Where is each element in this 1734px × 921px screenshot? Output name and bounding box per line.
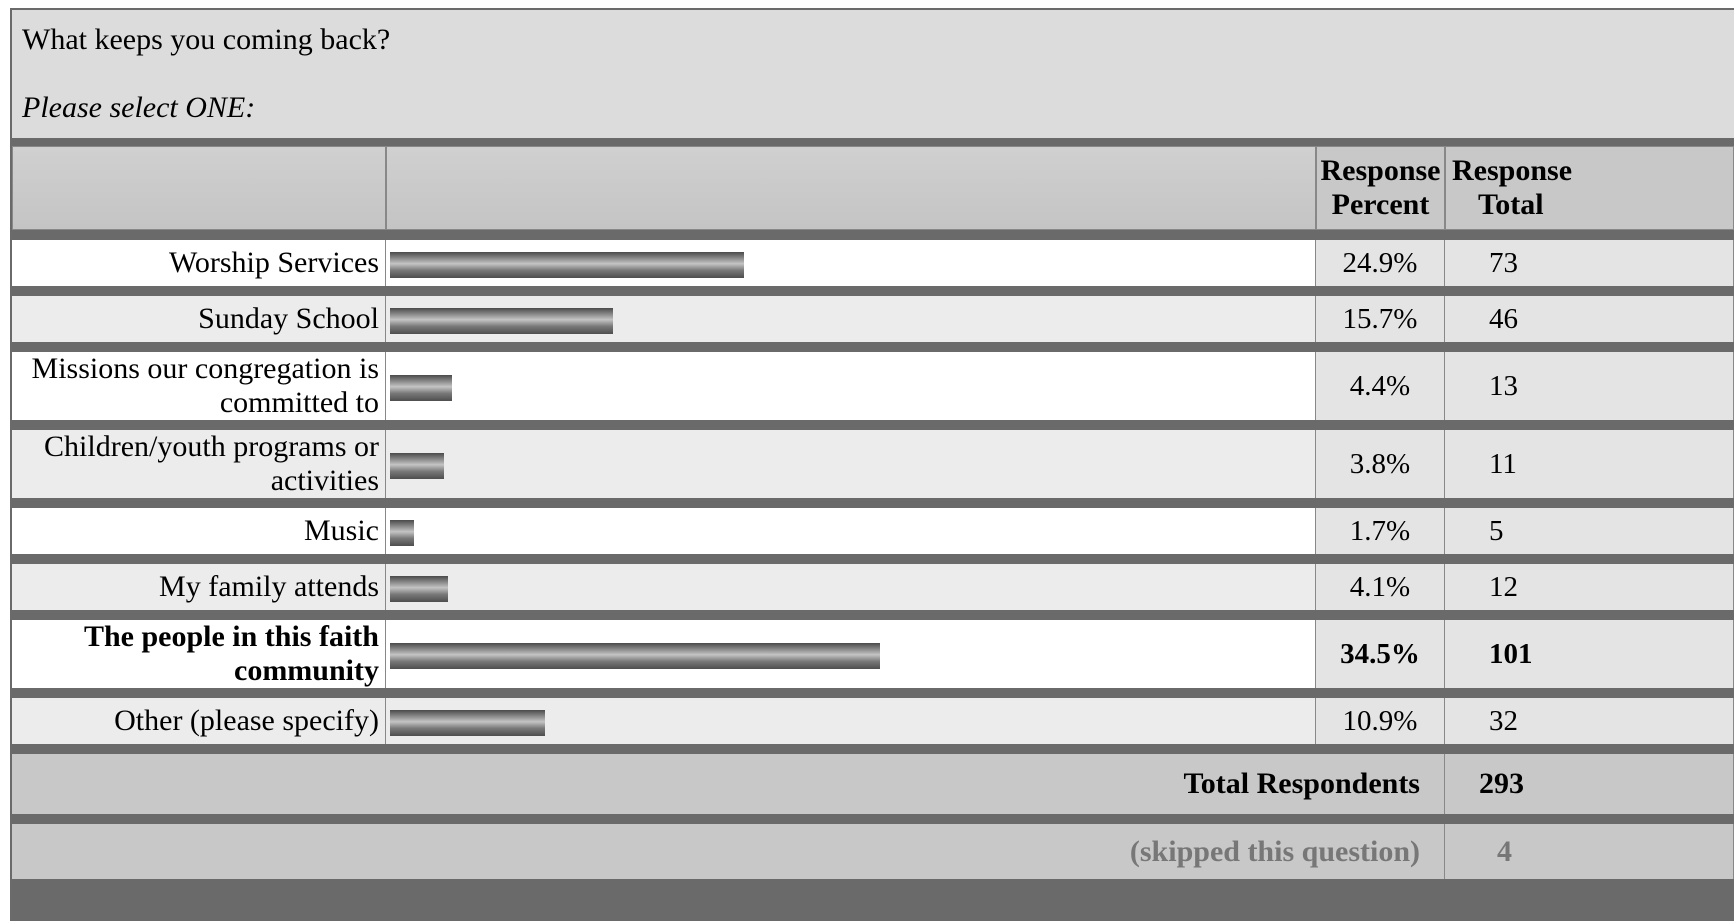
question-block: What keeps you coming back? Please selec… (12, 10, 1734, 138)
response-bar (390, 308, 613, 334)
row-separator-cell (12, 554, 1734, 564)
result-row: Sunday School 15.7% 46 (12, 296, 1734, 342)
bar-cell (386, 620, 1316, 688)
survey-result-panel: What keeps you coming back? Please selec… (10, 8, 1734, 921)
response-bar (390, 710, 545, 736)
bar-cell (386, 508, 1316, 554)
row-separator-cell (12, 286, 1734, 296)
row-separator-cell (12, 230, 1734, 240)
header-total-line2: Total (1478, 188, 1544, 221)
row-separator-cell (12, 498, 1734, 508)
total-respondents-row: Total Respondents 293 (12, 754, 1734, 814)
skipped-value: 4 (1445, 824, 1734, 879)
response-bar (390, 252, 744, 278)
header-percent-line1: Response (1320, 154, 1441, 187)
row-separator-cell (12, 420, 1734, 430)
row-separator (12, 286, 1734, 296)
category-label: Other (please specify) (12, 698, 386, 744)
header-row: Response Percent Response Total (12, 146, 1734, 230)
response-percent: 34.5% (1316, 620, 1445, 688)
result-row: Worship Services 24.9% 73 (12, 240, 1734, 286)
response-bar (390, 375, 452, 401)
category-label: Worship Services (12, 240, 386, 286)
row-separator-cell (12, 744, 1734, 754)
header-response-percent: Response Percent (1316, 146, 1445, 230)
row-separator (12, 230, 1734, 240)
category-label: Children/youth programs or activities (12, 430, 386, 498)
header-blank-bar (386, 146, 1316, 230)
row-separator-cell (12, 688, 1734, 698)
response-total: 11 (1445, 430, 1734, 498)
header-response-total: Response Total (1445, 146, 1734, 230)
response-bar (390, 453, 444, 479)
response-percent: 1.7% (1316, 508, 1445, 554)
response-percent: 15.7% (1316, 296, 1445, 342)
response-bar (390, 520, 414, 546)
bar-cell (386, 698, 1316, 744)
row-separator-cell (12, 610, 1734, 620)
category-label: The people in this faith community (12, 620, 386, 688)
category-label: Music (12, 508, 386, 554)
row-separator (12, 420, 1734, 430)
result-row: The people in this faith community 34.5% 1… (12, 620, 1734, 688)
result-row: Music 1.7% 5 (12, 508, 1734, 554)
bar-cell (386, 296, 1316, 342)
skipped-label: (skipped this question) (12, 824, 1445, 879)
result-row: Missions our congregation is committed t… (12, 352, 1734, 420)
response-percent: 4.4% (1316, 352, 1445, 420)
results-table: Response Percent Response Total Worship … (12, 146, 1734, 879)
response-total: 5 (1445, 508, 1734, 554)
response-bar (390, 576, 448, 602)
category-label: Missions our congregation is committed t… (12, 352, 386, 420)
response-total: 32 (1445, 698, 1734, 744)
response-total: 101 (1445, 620, 1734, 688)
category-label: My family attends (12, 564, 386, 610)
response-percent: 10.9% (1316, 698, 1445, 744)
response-total: 13 (1445, 352, 1734, 420)
result-row: My family attends 4.1% 12 (12, 564, 1734, 610)
header-blank-label (12, 146, 386, 230)
bar-cell (386, 352, 1316, 420)
skipped-row: (skipped this question) 4 (12, 824, 1734, 879)
results-table-wrapper: Response Percent Response Total Worship … (12, 146, 1734, 879)
header-total-line1: Response (1452, 154, 1573, 187)
bar-cell (386, 564, 1316, 610)
response-percent: 4.1% (1316, 564, 1445, 610)
total-respondents-label: Total Respondents (12, 754, 1445, 814)
result-row: Other (please specify) 10.9% 32 (12, 698, 1734, 744)
row-separator (12, 554, 1734, 564)
bar-cell (386, 240, 1316, 286)
category-label: Sunday School (12, 296, 386, 342)
response-bar (390, 643, 880, 669)
row-separator (12, 498, 1734, 508)
question-title: What keeps you coming back? (22, 23, 391, 56)
total-respondents-value: 293 (1445, 754, 1734, 814)
row-separator-cell (12, 342, 1734, 352)
response-total: 73 (1445, 240, 1734, 286)
row-separator-cell (12, 814, 1734, 824)
bar-cell (386, 430, 1316, 498)
response-percent: 24.9% (1316, 240, 1445, 286)
response-percent: 3.8% (1316, 430, 1445, 498)
header-percent-line2: Percent (1331, 188, 1430, 221)
row-separator (12, 744, 1734, 754)
row-separator (12, 814, 1734, 824)
response-total: 46 (1445, 296, 1734, 342)
row-separator (12, 342, 1734, 352)
row-separator (12, 610, 1734, 620)
result-row: Children/youth programs or activities 3.8… (12, 430, 1734, 498)
question-instruction: Please select ONE: (22, 91, 256, 124)
row-separator (12, 688, 1734, 698)
response-total: 12 (1445, 564, 1734, 610)
